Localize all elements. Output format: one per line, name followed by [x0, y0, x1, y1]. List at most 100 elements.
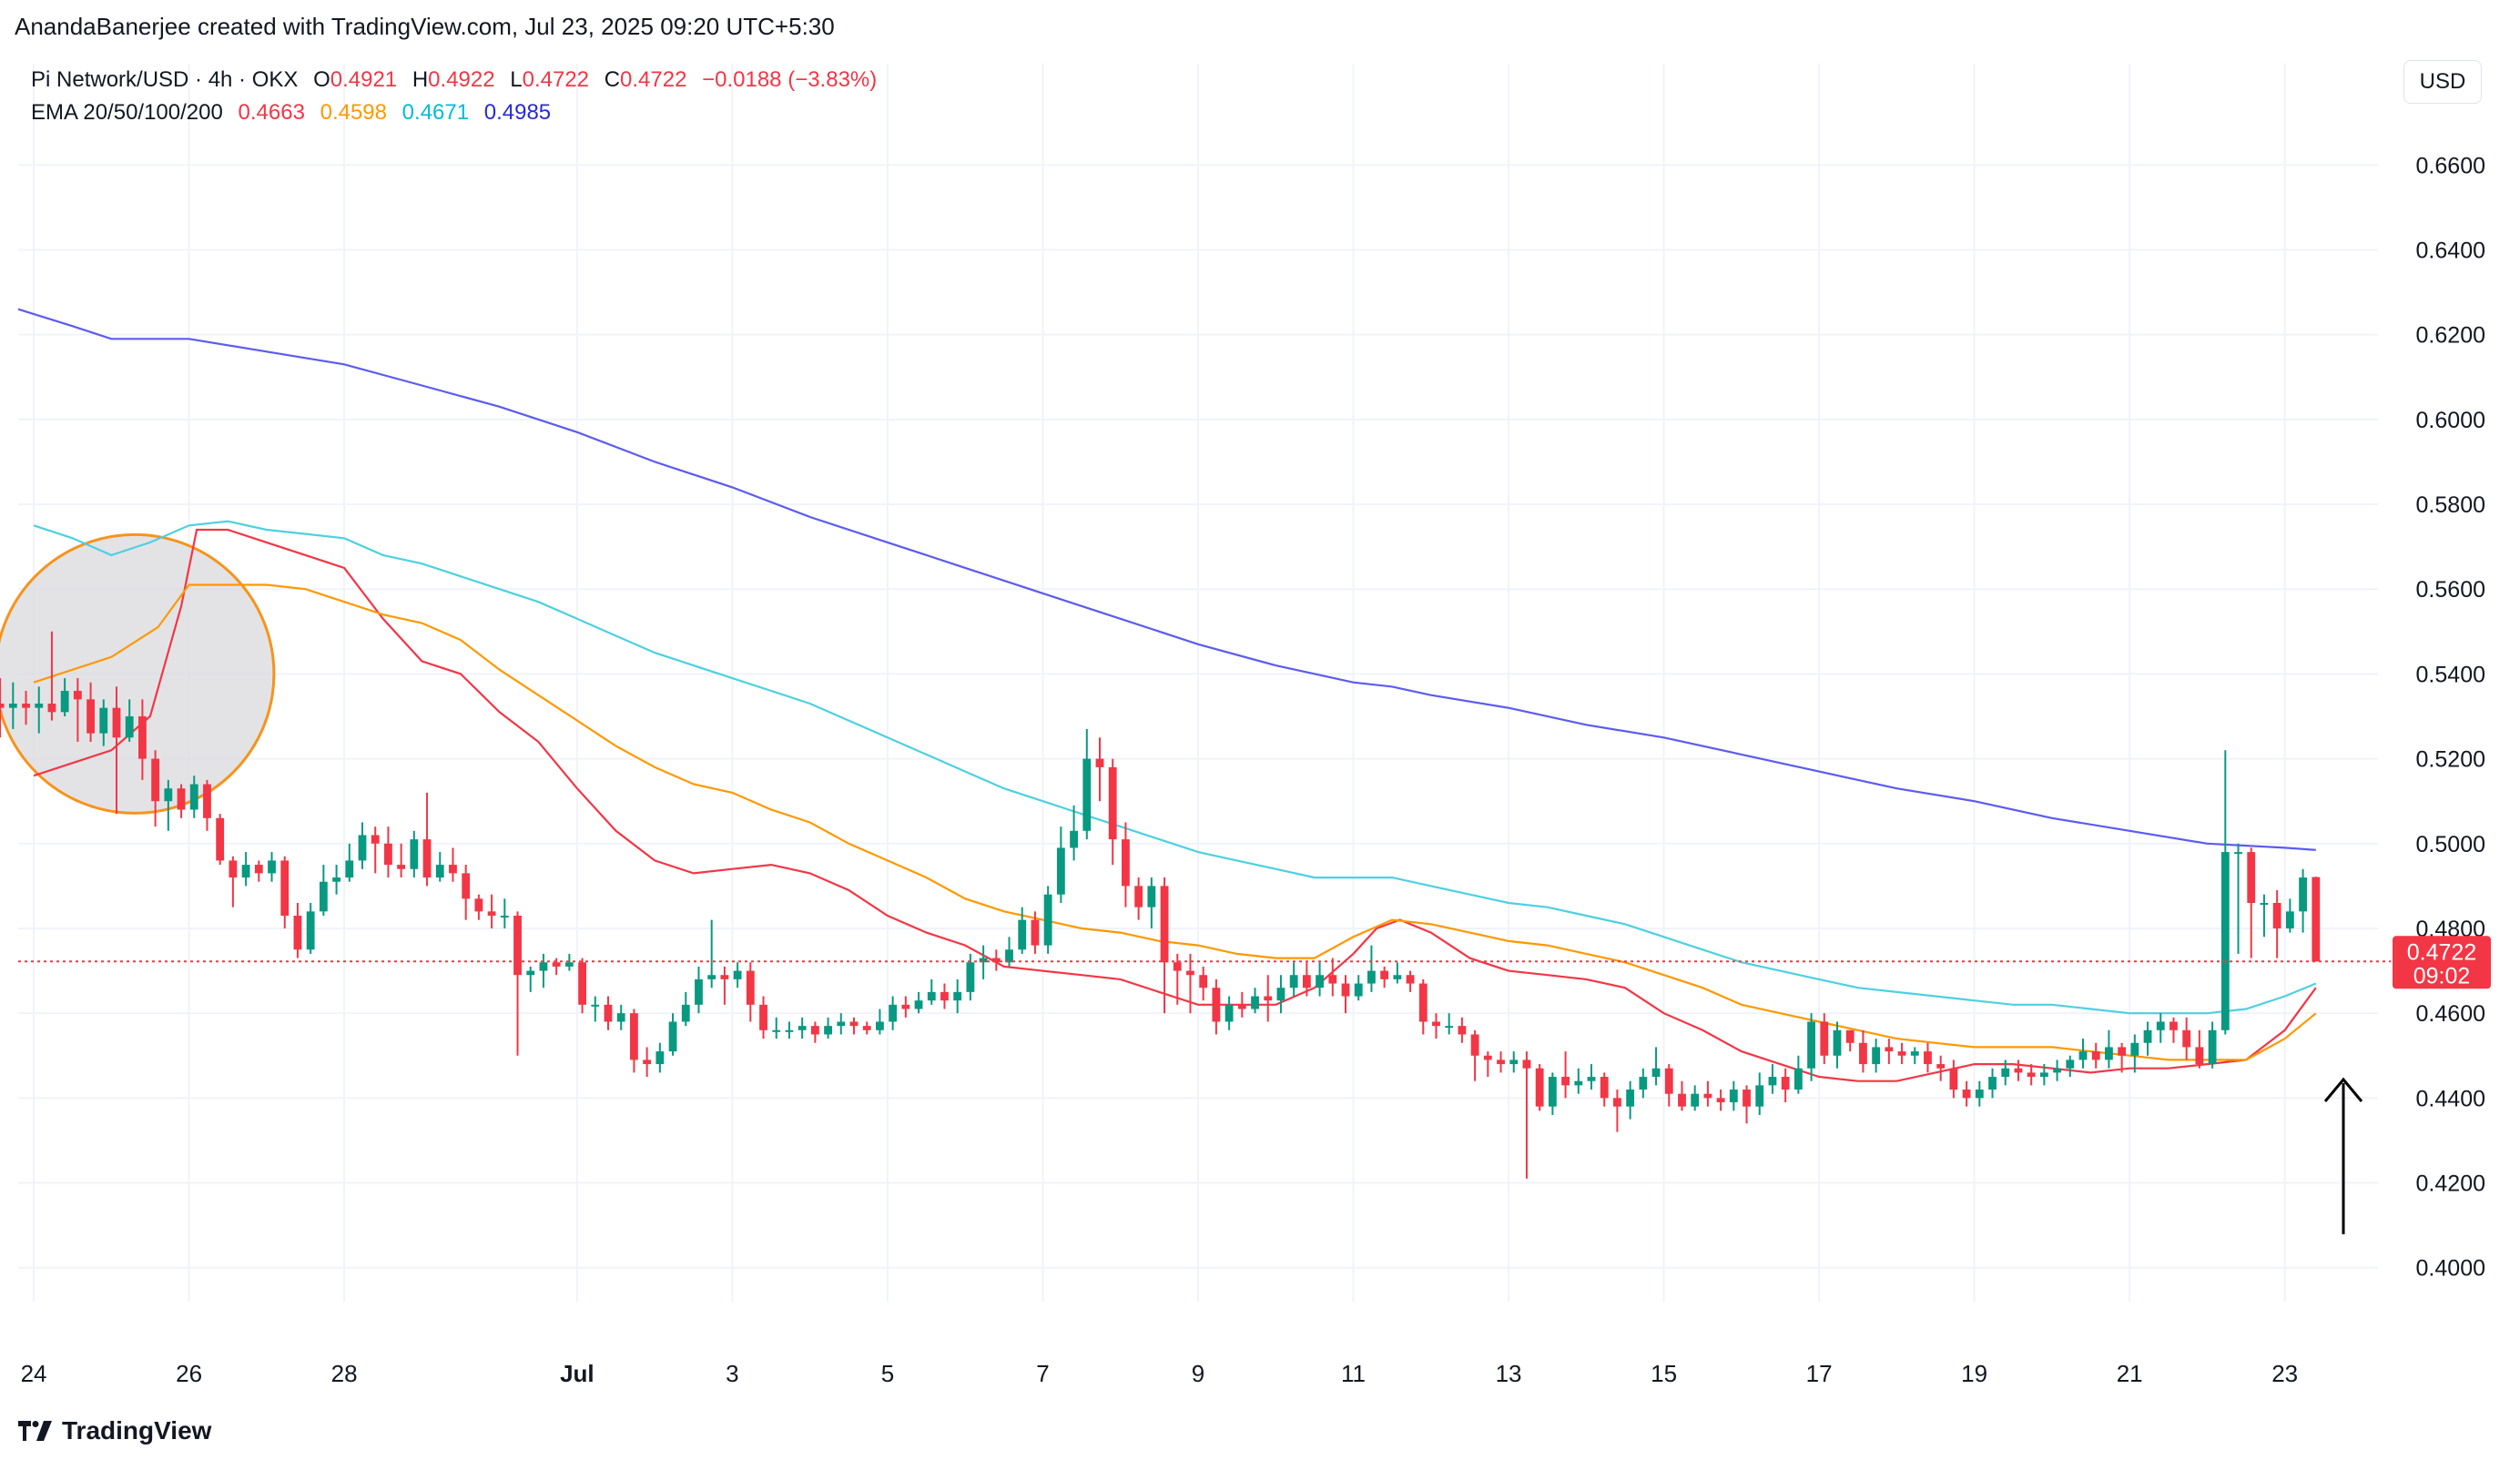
- candle-body: [1173, 962, 1182, 971]
- candle-body: [953, 991, 962, 1001]
- candle-body: [979, 958, 988, 963]
- candle-body: [332, 877, 340, 882]
- candle-body: [1108, 766, 1117, 840]
- candle-body: [358, 835, 367, 861]
- y-tick-label: 0.5800: [2416, 492, 2485, 518]
- candle-body: [1212, 988, 1221, 1022]
- candle-body: [837, 1021, 846, 1027]
- candle-body: [1328, 975, 1337, 984]
- candle-body: [1224, 1004, 1234, 1022]
- symbol-label[interactable]: Pi Network/USD · 4h · OKX: [31, 67, 299, 92]
- x-tick-label: 28: [331, 1360, 358, 1387]
- currency-button[interactable]: USD: [2403, 60, 2482, 104]
- candle-body: [720, 975, 729, 979]
- candle-body: [564, 962, 574, 967]
- x-tick-label: 9: [1192, 1360, 1204, 1387]
- x-tick-label: 23: [2271, 1360, 2298, 1387]
- candle-body: [1626, 1090, 1635, 1107]
- candle-body: [410, 839, 419, 869]
- candle-body: [1354, 983, 1363, 997]
- candle-body: [1367, 970, 1376, 984]
- candle-body: [526, 970, 535, 976]
- y-tick-label: 0.6200: [2416, 323, 2485, 349]
- candle-body: [1833, 1029, 1842, 1056]
- candle-body: [1910, 1051, 1919, 1056]
- candle-body: [177, 788, 186, 810]
- candle-body: [927, 991, 936, 1001]
- candle-body: [810, 1026, 819, 1035]
- ema200-value: 0.4985: [483, 100, 552, 125]
- candle-body: [1807, 1021, 1815, 1069]
- candle-body: [1820, 1021, 1829, 1056]
- candle-body: [539, 962, 548, 971]
- y-tick-label: 0.5400: [2416, 662, 2485, 687]
- candle-body: [2312, 877, 2321, 962]
- candle-body: [1691, 1093, 1700, 1107]
- x-tick-label: Jul: [560, 1360, 594, 1387]
- candle-body: [1199, 975, 1208, 989]
- candle-body: [707, 975, 716, 979]
- candle-body: [280, 860, 290, 916]
- x-tick-label: 24: [21, 1360, 47, 1387]
- ema-label[interactable]: EMA 20/50/100/200: [31, 100, 223, 125]
- y-tick-label: 0.6000: [2416, 408, 2485, 433]
- candle-body: [2143, 1029, 2152, 1043]
- candle-body: [1393, 975, 1402, 979]
- candle-body: [306, 911, 315, 950]
- ema-line-ema100: [33, 520, 2317, 1015]
- candle-body: [1237, 1004, 1246, 1009]
- candle-body: [914, 1000, 923, 1009]
- change-value: −0.0188 (−3.83%): [702, 67, 878, 92]
- candle-body: [1134, 886, 1143, 907]
- candle-body: [1872, 1047, 1881, 1065]
- candle-body: [1522, 1060, 1531, 1069]
- candle-body: [241, 865, 250, 878]
- candle-body: [591, 1004, 600, 1007]
- candle-body: [1406, 975, 1415, 984]
- candle-body: [901, 1004, 910, 1009]
- candle-body: [1418, 983, 1428, 1022]
- candle-body: [2053, 1068, 2061, 1073]
- candle-body: [1445, 1026, 1454, 1029]
- candle-body: [1936, 1064, 1946, 1069]
- candle-body: [2105, 1047, 2113, 1060]
- ema20-value: 0.4663: [238, 100, 305, 125]
- x-tick-label: 3: [726, 1360, 738, 1387]
- x-tick-label: 7: [1036, 1360, 1049, 1387]
- candle-body: [1845, 1029, 1854, 1043]
- candle-body: [1302, 975, 1311, 989]
- candle-body: [1949, 1068, 1958, 1090]
- candle-body: [1729, 1090, 1738, 1103]
- candle-body: [1082, 758, 1092, 831]
- candle-body: [345, 860, 354, 878]
- candle-body: [138, 715, 147, 759]
- candle-body: [1651, 1068, 1661, 1078]
- candle-body: [889, 1004, 898, 1022]
- candle-body: [759, 1004, 767, 1030]
- candle-body: [2299, 877, 2307, 912]
- candle-body: [73, 691, 82, 700]
- candle-body: [268, 860, 276, 874]
- candle-body: [1458, 1026, 1467, 1035]
- candle-body: [630, 1013, 638, 1060]
- attribution-text: AnandaBanerjee created with TradingView.…: [15, 13, 835, 40]
- candle-body: [2130, 1042, 2139, 1056]
- candle-body: [578, 962, 586, 1005]
- candle-body: [1276, 988, 1285, 1001]
- candle-body: [1018, 919, 1027, 950]
- candle-body: [2234, 852, 2242, 855]
- close-value: C0.4722: [604, 67, 687, 92]
- candle-body: [1859, 1042, 1867, 1065]
- candle-body: [1561, 1077, 1570, 1086]
- candle-body: [862, 1026, 871, 1030]
- candle-body: [293, 915, 302, 950]
- candle-body: [1251, 996, 1259, 1009]
- candle-body: [1341, 983, 1350, 997]
- candle-body: [1031, 919, 1040, 946]
- candle-body: [655, 1051, 665, 1065]
- candle-body: [2039, 1072, 2048, 1078]
- y-tick-label: 0.6600: [2416, 153, 2485, 178]
- y-tick-label: 0.5600: [2416, 577, 2485, 603]
- candle-body: [22, 704, 30, 708]
